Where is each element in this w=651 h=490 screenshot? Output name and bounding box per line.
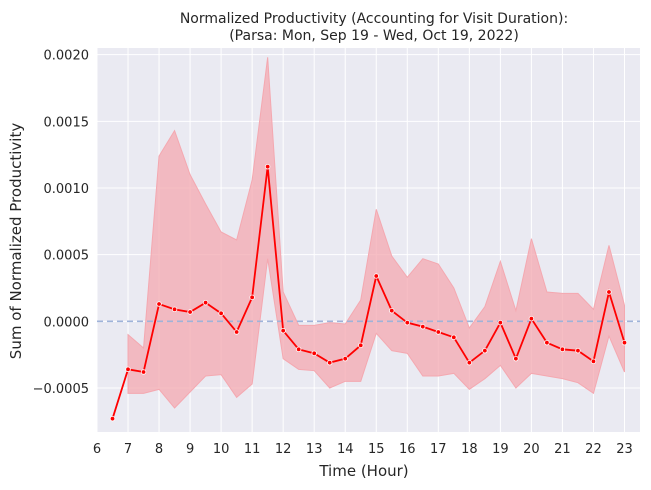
x-tick-label: 14 [337,442,354,457]
x-tick-label: 11 [244,442,261,457]
y-tick-label: 0.0015 [44,115,90,130]
x-tick-label: 12 [275,442,292,457]
x-tick-label: 8 [155,442,163,457]
data-point [125,366,131,373]
x-tick-label: 10 [213,442,230,457]
data-point [559,346,566,353]
data-point [327,359,333,366]
x-tick-label: 16 [399,442,416,457]
x-axis-ticks: 6 7 8 9 10 11 12 13 14 15 16 17 18 19 20 21 22 23 [93,442,633,457]
data-point [249,294,255,301]
data-point [404,319,410,326]
x-axis-label: Time (Hour) [318,462,408,480]
y-tick-label: 0.0020 [44,49,90,64]
y-tick-label: −0.0005 [33,382,89,397]
data-point [606,289,612,295]
data-point [497,319,504,326]
x-tick-label: 17 [430,442,447,457]
data-point [342,355,348,362]
y-axis-ticks: −0.0005 0.0000 0.0005 0.0010 0.0015 0.0020 [33,49,89,397]
x-tick-label: 6 [93,442,101,457]
x-tick-label: 23 [616,442,633,457]
x-tick-label: 18 [461,442,478,457]
data-point [156,301,162,307]
data-point [187,309,193,315]
data-point [202,299,209,306]
data-point [451,334,457,341]
data-point [218,310,224,317]
chart-title-line-1: Normalized Productivity (Accounting for … [180,11,568,27]
x-tick-label: 9 [186,442,194,457]
series-line [111,166,626,419]
data-point [482,347,488,354]
data-point [466,359,473,366]
data-point [295,346,302,353]
chart-title-line-2: (Parsa: Mon, Sep 19 - Wed, Oct 19, 2022) [229,28,519,44]
x-tick-label: 7 [124,442,132,457]
data-point [358,342,364,349]
data-point [544,339,550,346]
data-points [109,163,628,422]
data-point [389,307,395,314]
data-point [575,347,581,354]
data-point [233,329,240,335]
data-point [264,163,271,170]
data-point [280,327,286,334]
data-point [621,339,628,346]
data-point [311,350,317,357]
series-line-layer [111,166,626,419]
x-tick-label: 21 [554,442,571,457]
data-point [171,306,178,313]
x-tick-label: 20 [523,442,540,457]
data-point [528,315,535,322]
y-tick-label: 0.0000 [44,315,90,330]
x-tick-label: 13 [306,442,323,457]
data-point [590,358,597,365]
data-point [109,415,116,422]
y-tick-label: 0.0010 [44,182,90,197]
data-point [513,355,519,362]
data-point [373,273,379,279]
x-tick-label: 15 [368,442,385,457]
x-tick-label: 22 [585,442,602,457]
y-tick-label: 0.0005 [44,249,90,264]
y-axis-label: Sum of Normalized Productivity [7,123,25,360]
data-point [140,369,147,375]
data-point [420,323,426,330]
data-point [435,329,442,335]
x-tick-label: 19 [492,442,509,457]
